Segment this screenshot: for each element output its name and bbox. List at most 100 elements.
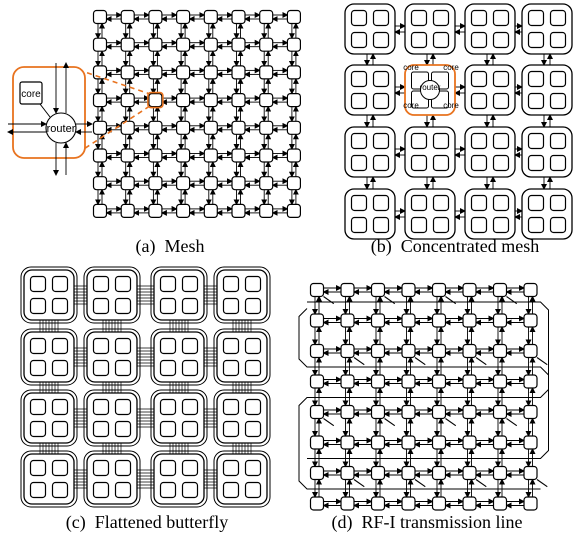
cmesh-node: [492, 194, 510, 212]
cmesh-node: [527, 70, 545, 88]
cmesh-node: [410, 216, 428, 234]
cmesh-node: [470, 132, 488, 150]
cmesh-node: [432, 194, 450, 212]
fbfly-node: [51, 275, 69, 293]
fbfly-node: [181, 359, 199, 377]
rfi-node: [370, 404, 386, 420]
fbfly-node: [92, 481, 110, 499]
cmesh-node: [549, 9, 567, 27]
mesh-node: [92, 120, 108, 135]
rfi-node: [340, 343, 355, 359]
cmesh-node: [350, 9, 368, 27]
rfi-node: [523, 313, 538, 328]
fbfly-node: [181, 398, 199, 416]
mesh-node: [259, 120, 274, 135]
cmesh-node: [470, 194, 488, 212]
fbfly-node: [222, 398, 240, 416]
cmesh-node: [410, 9, 428, 27]
rfi-node: [340, 282, 355, 298]
mesh-node: [203, 9, 218, 25]
mesh-node: [203, 176, 218, 191]
cmesh-node: [432, 154, 450, 172]
cmesh-node: [492, 70, 510, 88]
cmesh-node: [350, 31, 368, 49]
rfi-node: [523, 404, 538, 420]
mesh-node: [92, 9, 108, 25]
rfi-node: [492, 313, 508, 328]
fbfly-node: [29, 420, 47, 438]
cmesh-node: [470, 31, 488, 49]
cmesh-node: [372, 70, 390, 88]
caption-flattened-butterfly: (c) Flattened butterfly: [66, 512, 228, 533]
mesh-inset-core-router-link: [39, 103, 51, 118]
mesh-node: [286, 37, 301, 52]
cmesh-node: [350, 92, 368, 110]
cmesh-node: [350, 70, 368, 88]
cmesh-node: [372, 216, 390, 234]
mesh-node: [203, 203, 218, 218]
mesh-panel: [7, 9, 301, 218]
rfi-access-link: [384, 418, 396, 427]
rfi-node: [309, 435, 325, 450]
fbfly-node: [92, 337, 110, 355]
rfi-access-link: [414, 479, 426, 488]
fbfly-node: [92, 359, 110, 377]
mesh-node: [120, 203, 135, 218]
mesh-node: [92, 92, 108, 108]
cmesh-node: [372, 92, 390, 110]
rfi-node: [401, 404, 416, 420]
mesh-node: [231, 176, 246, 191]
fbfly-tile-outer: [213, 266, 271, 324]
rfi-access-link: [353, 357, 365, 366]
rfi-node: [309, 282, 325, 298]
fbfly-node: [51, 459, 69, 477]
fbfly-node: [114, 398, 132, 416]
fbfly-node: [51, 359, 69, 377]
cmesh-node: [372, 31, 390, 49]
rfi-node: [462, 404, 477, 420]
cmesh-node: [470, 70, 488, 88]
fbfly-node: [29, 337, 47, 355]
mesh-node: [259, 37, 274, 52]
mesh-node: [120, 148, 135, 163]
zoom-line-bottom: [69, 105, 150, 159]
fbfly-tile-outer: [20, 389, 78, 447]
rfi-node: [309, 343, 325, 359]
mesh-node: [286, 65, 301, 80]
fbfly-tile-outer: [150, 389, 208, 447]
concentrated-mesh-panel: [344, 3, 573, 240]
mesh-node: [120, 65, 135, 80]
rfi-node: [523, 435, 538, 450]
fbfly-node: [29, 398, 47, 416]
cmesh-node: [410, 31, 428, 49]
rfi-node: [340, 465, 355, 481]
mesh-node: [92, 148, 108, 163]
cmesh-node: [492, 154, 510, 172]
fbfly-tile-outer: [150, 450, 208, 508]
fbfly-node: [51, 297, 69, 315]
rfi-node: [492, 374, 508, 389]
rfi-node: [340, 404, 355, 420]
fbfly-tile-outer: [83, 389, 141, 447]
cmesh-core-label-bl: core: [403, 101, 419, 110]
fbfly-node: [181, 297, 199, 315]
fbfly-node: [92, 420, 110, 438]
mesh-node: [92, 203, 108, 218]
fbfly-tile-outer: [20, 328, 78, 386]
rfi-access-link: [323, 418, 335, 427]
fbfly-node: [181, 275, 199, 293]
cmesh-node: [372, 9, 390, 27]
rfi-node: [523, 282, 538, 298]
cmesh-node: [410, 194, 428, 212]
mesh-inset-core-label: core: [21, 89, 41, 100]
mesh-node: [286, 176, 301, 191]
fbfly-node: [222, 275, 240, 293]
mesh-node: [92, 37, 108, 52]
cmesh-node: [549, 70, 567, 88]
rfi-node: [462, 465, 477, 481]
fbfly-node: [222, 297, 240, 315]
rfi-node: [431, 374, 447, 389]
fbfly-node: [92, 297, 110, 315]
rfi-node: [340, 496, 355, 511]
